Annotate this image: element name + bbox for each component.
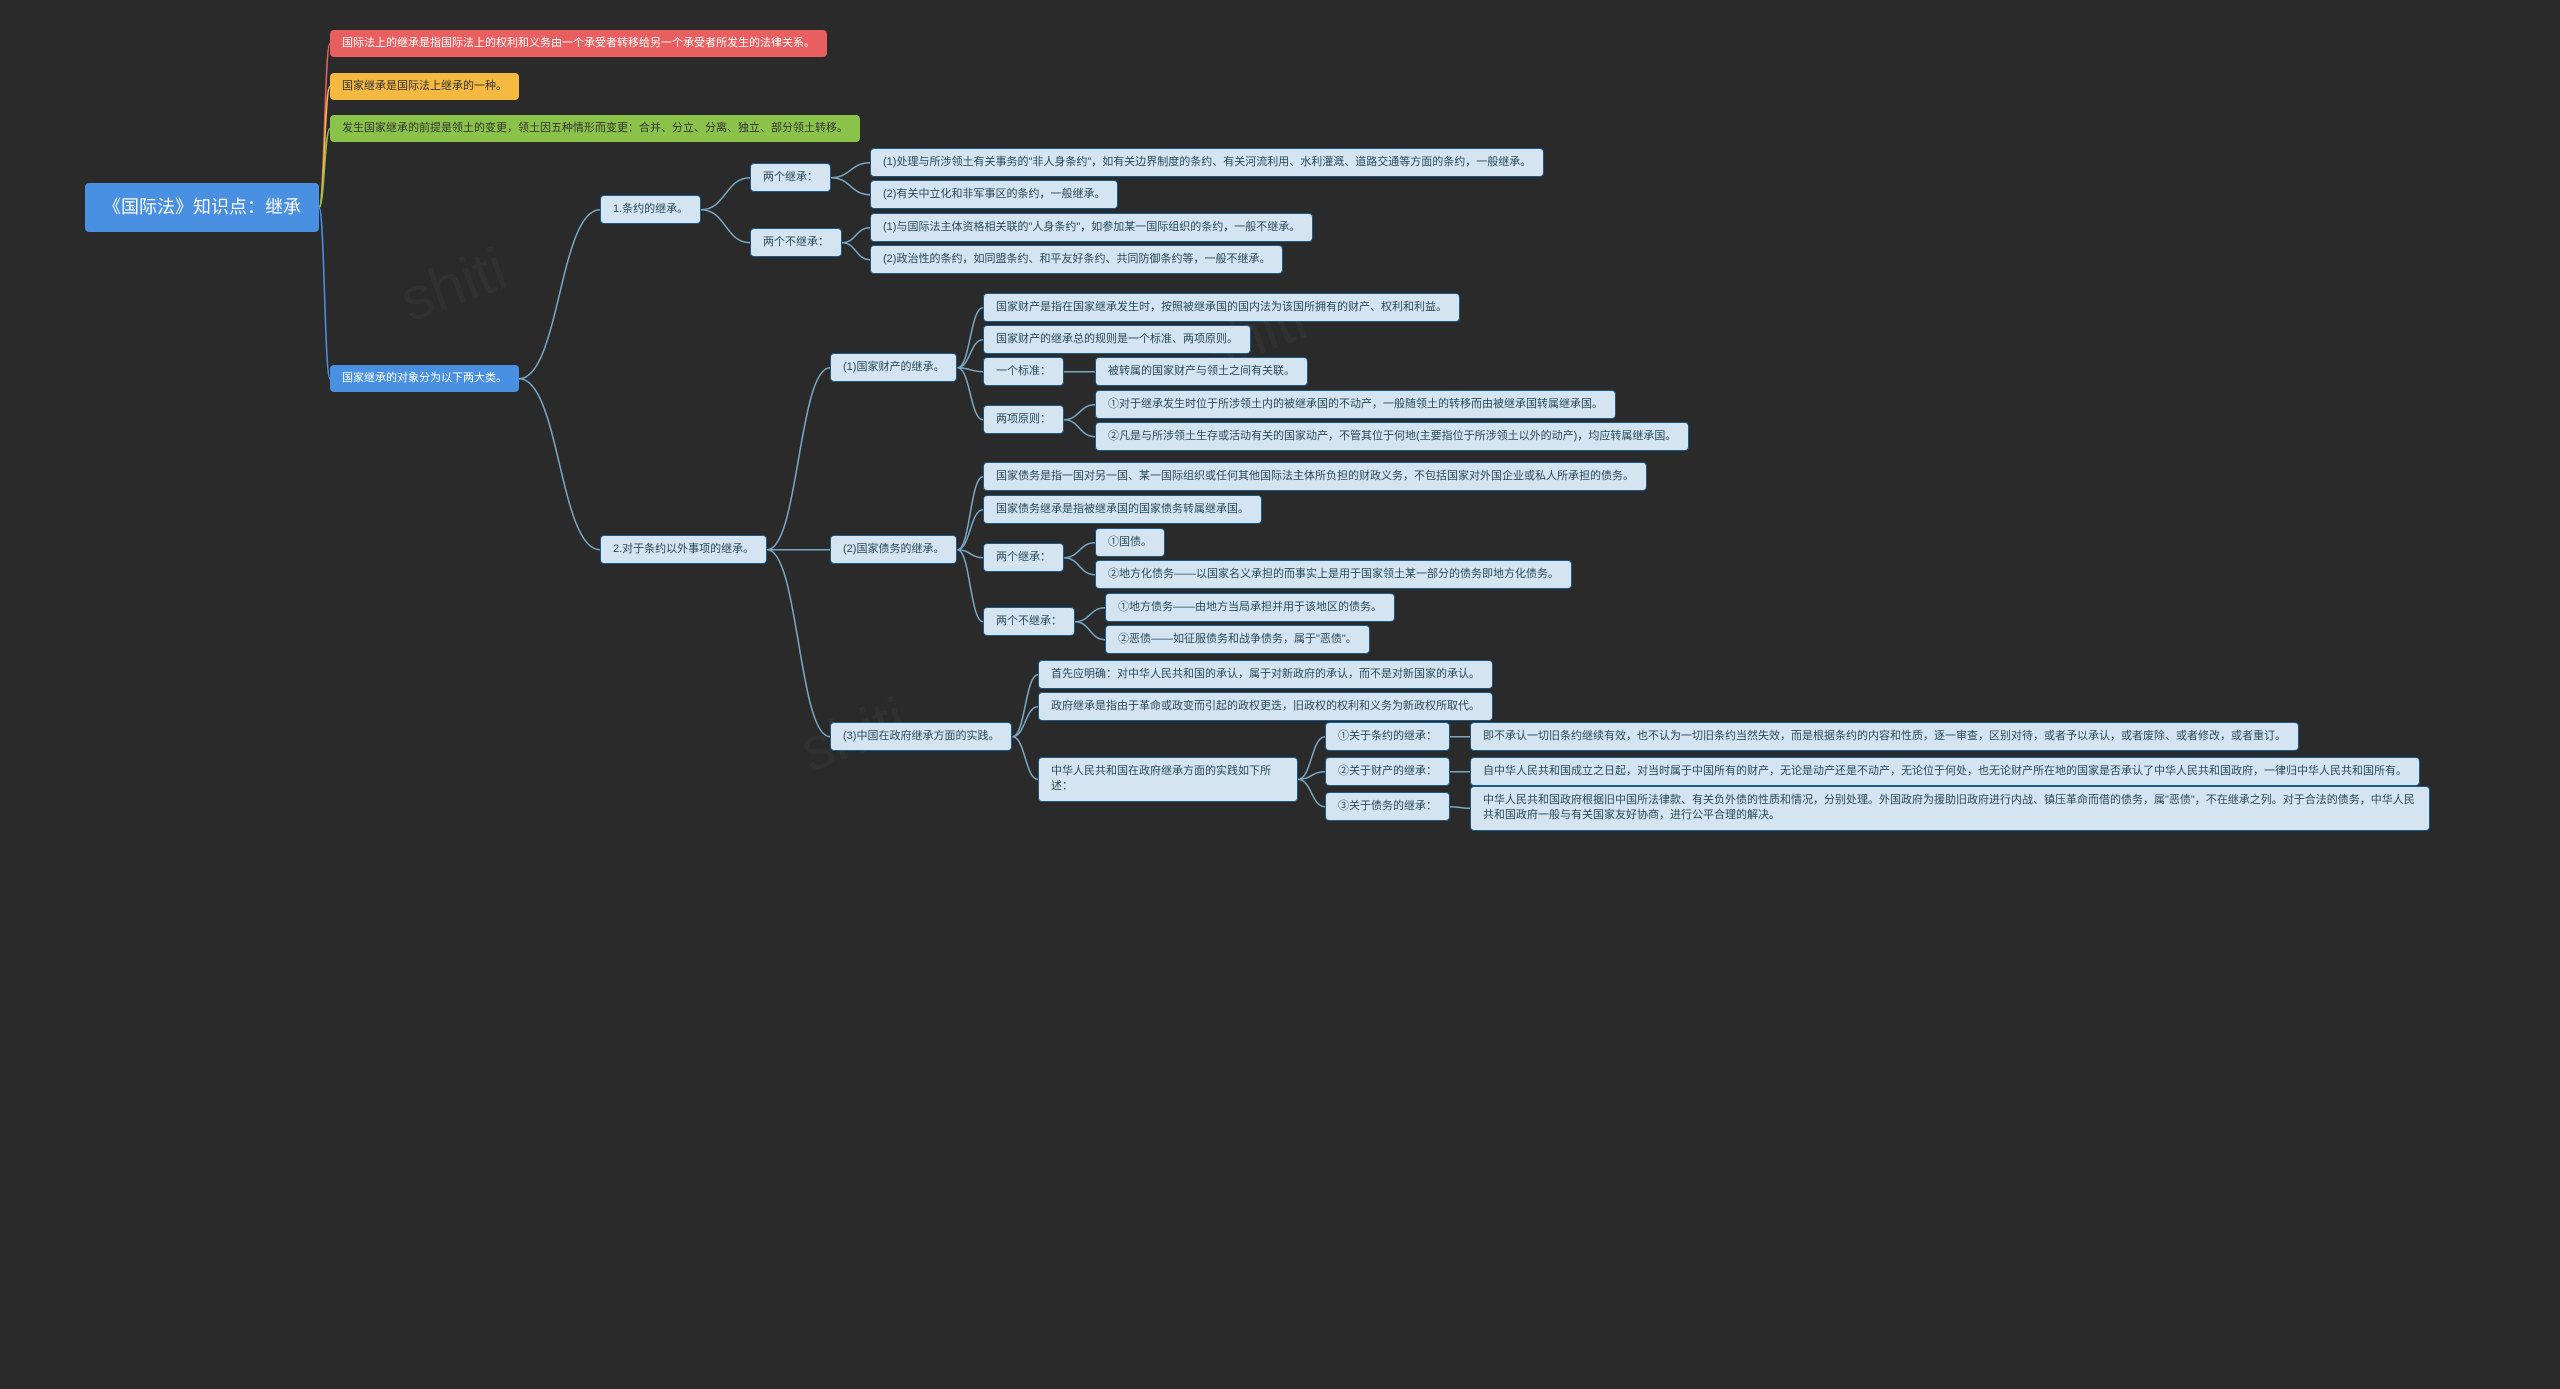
mindmap-node-n4_2_3a[interactable]: 首先应明确：对中华人民共和国的承认，属于对新政府的承认，而不是对新国家的承认。	[1038, 660, 1493, 689]
edge	[842, 228, 870, 243]
mindmap-node-n4_2_2d1[interactable]: ①地方债务——由地方当局承担并用于该地区的债务。	[1105, 593, 1395, 622]
mindmap-node-n4_2_2d2[interactable]: ②恶债——如征服债务和战争债务，属于"恶债"。	[1105, 625, 1370, 654]
mindmap-node-n4_1_a1[interactable]: (1)处理与所涉领土有关事务的"非人身条约"，如有关边界制度的条约、有关河流利用…	[870, 148, 1544, 177]
mindmap-node-n4_2_3b[interactable]: 政府继承是指由于革命或政变而引起的政权更迭，旧政权的权利和义务为新政权所取代。	[1038, 692, 1493, 721]
edge	[1012, 707, 1038, 737]
edge	[831, 178, 870, 195]
mindmap-node-n4_2_1d1[interactable]: ①对于继承发生时位于所涉领土内的被继承国的不动产，一般随领土的转移而由被继承国转…	[1095, 390, 1616, 419]
edge	[701, 210, 750, 243]
mindmap-node-n4_2_2c2[interactable]: ②地方化债务——以国家名义承担的而事实上是用于国家领土某一部分的债务即地方化债务…	[1095, 560, 1572, 589]
mindmap-node-n4_2_1c[interactable]: 一个标准：	[983, 357, 1064, 386]
mindmap-node-n4_2_1c1[interactable]: 被转属的国家财产与领土之间有关联。	[1095, 357, 1308, 386]
edge	[1012, 737, 1038, 780]
mindmap-node-n4_2_3c3a[interactable]: 中华人民共和国政府根据旧中国所法律款、有关负外债的性质和情况，分别处理。外国政府…	[1470, 786, 2430, 831]
mindmap-node-n4_2_1d[interactable]: 两项原则：	[983, 405, 1064, 434]
mindmap-node-n4_2_3c2a[interactable]: 自中华人民共和国成立之日起，对当时属于中国所有的财产，无论是动产还是不动产，无论…	[1470, 757, 2420, 786]
mindmap-node-n4_2_3c2[interactable]: ②关于财产的继承：	[1325, 757, 1450, 786]
edge	[957, 550, 983, 622]
edge	[319, 208, 330, 379]
edge	[1064, 405, 1095, 420]
mindmap-node-n4_1_b1[interactable]: (1)与国际法主体资格相关联的"人身条约"，如参加某一国际组织的条约，一般不继承…	[870, 213, 1313, 242]
mindmap-node-n4_2_2[interactable]: (2)国家债务的继承。	[830, 535, 957, 564]
mindmap-node-n4_2[interactable]: 2.对于条约以外事项的继承。	[600, 535, 767, 564]
edge	[1298, 779, 1325, 806]
mindmap-node-n4_2_3c3[interactable]: ③关于债务的继承：	[1325, 792, 1450, 821]
edge	[1064, 543, 1095, 558]
edge	[957, 368, 983, 420]
edge	[319, 129, 330, 208]
mindmap-node-n4_2_3c[interactable]: 中华人民共和国在政府继承方面的实践如下所述：	[1038, 757, 1298, 802]
mindmap-node-n4_1[interactable]: 1.条约的继承。	[600, 195, 701, 224]
mindmap-node-n4_1_a[interactable]: 两个继承：	[750, 163, 831, 192]
mindmap-node-n4_1_a2[interactable]: (2)有关中立化和非军事区的条约，一般继承。	[870, 180, 1118, 209]
edge	[319, 87, 330, 208]
edge	[1298, 772, 1325, 780]
mindmap-node-n4_2_3c1[interactable]: ①关于条约的继承：	[1325, 722, 1450, 751]
edge	[831, 163, 870, 178]
mindmap-node-n4_2_2c1[interactable]: ①国债。	[1095, 528, 1165, 557]
edge	[1075, 608, 1105, 622]
mindmap-node-n4_2_1b[interactable]: 国家财产的继承总的规则是一个标准、两项原则。	[983, 325, 1251, 354]
edge	[1298, 737, 1325, 780]
watermark: shiti	[391, 234, 515, 335]
mindmap-node-n4_2_3[interactable]: (3)中国在政府继承方面的实践。	[830, 722, 1012, 751]
edge	[957, 477, 983, 550]
mindmap-node-n3[interactable]: 发生国家继承的前提是领土的变更，领土因五种情形而变更：合并、分立、分离、独立、部…	[330, 115, 860, 142]
edge	[701, 178, 750, 210]
mindmap-node-n4_2_2a[interactable]: 国家债务是指一国对另一国、某一国际组织或任何其他国际法主体所负担的财政义务，不包…	[983, 462, 1647, 491]
mindmap-node-root[interactable]: 《国际法》知识点：继承	[85, 183, 319, 232]
edge	[1012, 675, 1038, 737]
mindmap-node-n4_2_1a[interactable]: 国家财产是指在国家继承发生时，按照被继承国的国内法为该国所拥有的财产、权利和利益…	[983, 293, 1460, 322]
edge	[767, 550, 830, 737]
edge	[519, 379, 600, 550]
edge	[1075, 622, 1105, 640]
mindmap-node-n4_1_b[interactable]: 两个不继承：	[750, 228, 842, 257]
mindmap-node-n1[interactable]: 国际法上的继承是指国际法上的权利和义务由一个承受者转移给另一个承受者所发生的法律…	[330, 30, 827, 57]
mindmap-node-n2[interactable]: 国家继承是国际法上继承的一种。	[330, 73, 519, 100]
edge	[957, 368, 983, 372]
mindmap-node-n4_2_2d[interactable]: 两个不继承：	[983, 607, 1075, 636]
edge	[957, 340, 983, 368]
edge	[842, 243, 870, 260]
edge	[1064, 558, 1095, 575]
edge	[957, 308, 983, 368]
edge	[1064, 420, 1095, 437]
mindmap-node-n4_2_2b[interactable]: 国家债务继承是指被继承国的国家债务转属继承国。	[983, 495, 1262, 524]
edge	[957, 510, 983, 550]
mindmap-node-n4_2_2c[interactable]: 两个继承：	[983, 543, 1064, 572]
mindmap-node-n4_2_1d2[interactable]: ②凡是与所涉领土生存或活动有关的国家动产，不管其位于何地(主要指位于所涉领土以外…	[1095, 422, 1689, 451]
mindmap-node-n4_1_b2[interactable]: (2)政治性的条约，如同盟条约、和平友好条约、共同防御条约等，一般不继承。	[870, 245, 1283, 274]
edge	[767, 368, 830, 550]
edge	[519, 210, 600, 379]
mindmap-node-n4_2_3c1a[interactable]: 即不承认一切旧条约继续有效，也不认为一切旧条约当然失效，而是根据条约的内容和性质…	[1470, 722, 2299, 751]
mindmap-node-n4[interactable]: 国家继承的对象分为以下两大类。	[330, 365, 519, 392]
edge	[1450, 807, 1470, 809]
edge	[319, 44, 330, 208]
edge	[957, 550, 983, 558]
mindmap-node-n4_2_1[interactable]: (1)国家财产的继承。	[830, 353, 957, 382]
